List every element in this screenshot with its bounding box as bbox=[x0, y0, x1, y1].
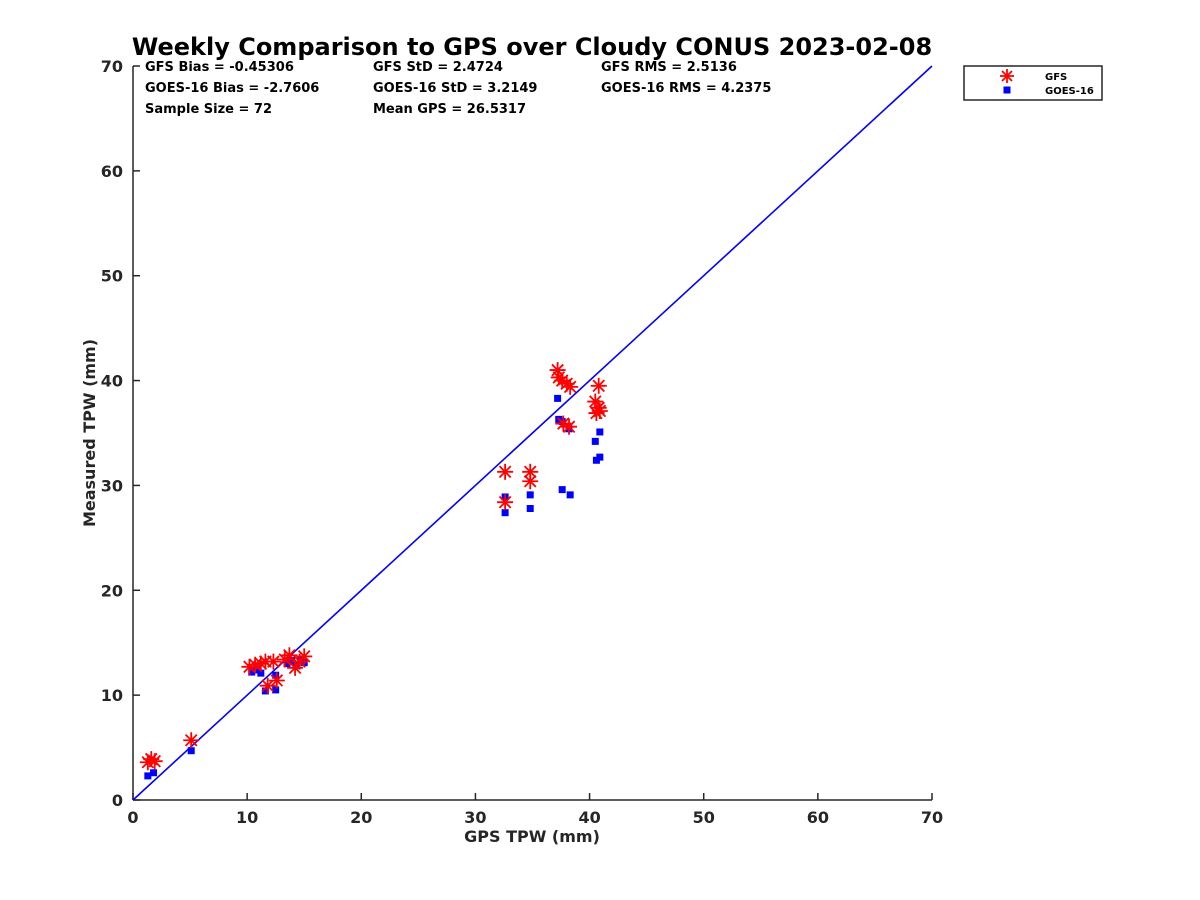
axis-ticks: 0 10 20 30 40 50 60 70 0 10 20 30 40 50 60 70 bbox=[101, 57, 943, 827]
goes16-point bbox=[272, 671, 280, 679]
y-tick-label: 10 bbox=[101, 686, 123, 705]
gfs-point bbox=[497, 463, 514, 480]
gfs-point bbox=[265, 653, 282, 670]
stats-annotations: GFS Bias = -0.45306 GFS StD = 2.4724 GFS R… bbox=[145, 60, 771, 117]
x-tick-label: 50 bbox=[693, 808, 715, 827]
x-tick-label: 30 bbox=[464, 808, 486, 827]
y-tick-label: 40 bbox=[101, 372, 123, 391]
gfs-point bbox=[522, 473, 539, 490]
data-marks bbox=[139, 362, 608, 780]
chart-title: Weekly Comparison to GPS over Cloudy CON… bbox=[132, 33, 932, 61]
stat-annotation: GFS RMS = 2.5136 bbox=[601, 60, 737, 75]
y-tick-label: 30 bbox=[101, 476, 123, 495]
gfs-point bbox=[590, 377, 607, 394]
legend: GFS GOES-16 bbox=[963, 65, 1103, 101]
gfs-point bbox=[296, 648, 313, 665]
x-axis-label: GPS TPW (mm) bbox=[464, 827, 600, 846]
y-tick-label: 0 bbox=[112, 791, 123, 810]
goes16-point bbox=[283, 660, 291, 668]
legend-label: GFS bbox=[1045, 72, 1067, 83]
stat-annotation: GOES-16 RMS = 4.2375 bbox=[601, 81, 771, 96]
reference-line bbox=[132, 65, 933, 801]
x-tick-label: 20 bbox=[350, 808, 372, 827]
y-tick-label: 20 bbox=[101, 581, 123, 600]
goes16-point bbox=[526, 504, 534, 512]
gfs-point bbox=[259, 677, 276, 694]
x-tick-label: 0 bbox=[127, 808, 138, 827]
x-tick-label: 60 bbox=[807, 808, 829, 827]
goes16-point bbox=[591, 437, 599, 445]
legend-gfs-marker bbox=[1000, 69, 1014, 83]
x-tick-label: 10 bbox=[236, 808, 258, 827]
y-tick-label: 50 bbox=[101, 267, 123, 286]
y-axis-label: Measured TPW (mm) bbox=[80, 339, 99, 527]
goes16-point bbox=[272, 686, 280, 694]
legend-items: GFS GOES-16 bbox=[1000, 69, 1094, 97]
plot-area: 0 10 20 30 40 50 60 70 0 10 20 30 40 50 60 70 GFS Bias … bbox=[101, 57, 943, 827]
x-tick-label: 40 bbox=[578, 808, 600, 827]
x-tick-label: 70 bbox=[921, 808, 943, 827]
gfs-point bbox=[146, 753, 163, 770]
gfs-point bbox=[591, 402, 608, 419]
stat-annotation: GFS StD = 2.4724 bbox=[373, 60, 503, 75]
gfs-point bbox=[268, 672, 285, 689]
goes16-point bbox=[501, 509, 509, 517]
gfs-point bbox=[183, 732, 200, 749]
legend-label: GOES-16 bbox=[1045, 86, 1094, 97]
goes16-point bbox=[554, 394, 562, 402]
goes16-point bbox=[558, 486, 566, 494]
goes16-point bbox=[526, 491, 534, 499]
goes16-point bbox=[596, 428, 604, 436]
goes16-point bbox=[261, 687, 269, 695]
gfs-point bbox=[562, 378, 579, 395]
goes16-point bbox=[187, 747, 195, 755]
stat-annotation: GOES-16 Bias = -2.7606 bbox=[145, 81, 319, 96]
stat-annotation: Mean GPS = 26.5317 bbox=[373, 102, 526, 117]
goes16-point bbox=[144, 772, 152, 780]
y-tick-label: 70 bbox=[101, 57, 123, 76]
gfs-point bbox=[281, 647, 298, 664]
reference-line-group bbox=[132, 65, 933, 801]
goes16-point bbox=[150, 769, 158, 777]
goes16-point bbox=[566, 491, 574, 499]
goes16-point bbox=[596, 453, 604, 461]
gfs-point bbox=[561, 418, 578, 435]
stat-annotation: Sample Size = 72 bbox=[145, 102, 272, 117]
gfs-point bbox=[497, 494, 514, 511]
goes16-point bbox=[257, 669, 265, 677]
legend-goes16-marker bbox=[1003, 86, 1011, 94]
legend-box bbox=[963, 65, 1103, 101]
goes16-point bbox=[288, 657, 296, 665]
gfs-point bbox=[590, 399, 607, 416]
stat-annotation: GOES-16 StD = 3.2149 bbox=[373, 81, 537, 96]
goes16-point bbox=[252, 666, 260, 674]
y-tick-label: 60 bbox=[101, 162, 123, 181]
stat-annotation: GFS Bias = -0.45306 bbox=[145, 60, 294, 75]
goes16-point bbox=[248, 668, 256, 676]
